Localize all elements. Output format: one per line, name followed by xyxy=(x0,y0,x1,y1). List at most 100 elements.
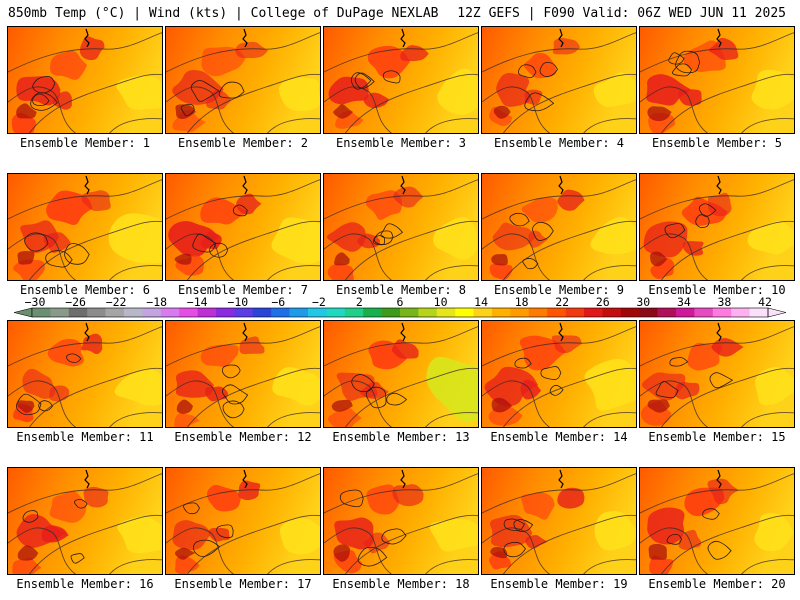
contour-line xyxy=(324,326,478,367)
contour-loop xyxy=(221,384,249,405)
coastline xyxy=(242,28,248,48)
ensemble-member-map xyxy=(165,173,321,281)
coastline xyxy=(558,469,564,489)
contour-line xyxy=(661,73,794,133)
contour-line xyxy=(324,233,393,280)
contour-loop xyxy=(22,510,39,523)
contour-line xyxy=(187,514,320,574)
very-hot-core xyxy=(647,399,670,413)
contour-loop xyxy=(38,400,53,412)
contour-loop xyxy=(183,502,200,515)
contour-line xyxy=(109,412,162,427)
contour-loop xyxy=(503,518,526,532)
hot-area xyxy=(365,190,403,220)
contour-loop xyxy=(350,72,372,90)
ensemble-member-map xyxy=(165,320,321,428)
contour-loop xyxy=(373,230,394,245)
ensemble-member-map xyxy=(165,26,321,134)
temperature-field xyxy=(166,27,320,133)
colorbar-border xyxy=(31,307,769,318)
contour-line xyxy=(425,559,478,574)
colorbar-segment xyxy=(712,308,732,317)
colorbar-segment xyxy=(344,308,364,317)
contour-line xyxy=(187,220,320,280)
hot-area xyxy=(523,52,557,79)
colorbar-segment xyxy=(602,308,622,317)
contour-loop xyxy=(24,232,49,252)
temperature-field xyxy=(482,321,636,427)
cool-area xyxy=(751,69,794,110)
ensemble-member-map xyxy=(639,467,795,575)
contour-line xyxy=(583,118,636,133)
ensemble-member-label: Ensemble Member: 11 xyxy=(16,430,154,444)
contour-loop xyxy=(669,357,689,367)
contour-line xyxy=(109,118,162,133)
ensemble-member-label: Ensemble Member: 10 xyxy=(648,283,786,297)
hot-area xyxy=(528,230,549,248)
contour-line xyxy=(324,527,393,574)
hot-area xyxy=(46,190,93,225)
contour-loop xyxy=(702,508,720,520)
colorbar-tick-label: 2 xyxy=(355,295,363,309)
contour-loop xyxy=(192,233,217,253)
temperature-field xyxy=(640,321,794,427)
contour-loop xyxy=(675,50,701,74)
contour-loop xyxy=(32,76,56,94)
temperature-field xyxy=(640,27,794,133)
contour-line xyxy=(482,527,551,574)
ensemble-member-map xyxy=(7,173,163,281)
contour-line xyxy=(8,380,77,427)
colorbar-segment xyxy=(32,308,51,317)
temperature-field xyxy=(166,468,320,574)
contour-loop xyxy=(180,103,195,117)
colorbar-segment xyxy=(234,308,254,317)
hot-area xyxy=(675,381,700,400)
ensemble-member-label: Ensemble Member: 18 xyxy=(332,577,470,591)
hot-area xyxy=(12,557,42,574)
hot-area xyxy=(557,189,585,211)
contour-loop xyxy=(707,540,732,560)
contour-loop xyxy=(695,214,710,228)
temperature-field xyxy=(324,321,478,427)
very-hot-core xyxy=(647,106,672,122)
hot-area xyxy=(557,487,585,509)
ensemble-member-label: Ensemble Member: 7 xyxy=(177,283,309,297)
contour-line xyxy=(741,559,794,574)
coastline xyxy=(242,322,248,342)
contour-line xyxy=(324,179,478,220)
contour-line xyxy=(482,86,551,133)
temperature-field xyxy=(482,468,636,574)
contour-loop xyxy=(549,384,564,396)
cool-area xyxy=(279,518,320,555)
temperature-field xyxy=(324,468,478,574)
temperature-field xyxy=(8,321,162,427)
contour-line xyxy=(324,86,393,133)
colorbar-tick-label: 18 xyxy=(514,295,529,309)
contour-loop xyxy=(218,81,245,99)
contour-loop xyxy=(509,212,530,227)
colorbar-segment xyxy=(528,308,548,317)
hot-area xyxy=(328,76,369,105)
colorbar-segment xyxy=(510,308,530,317)
coastline xyxy=(242,175,248,195)
ensemble-member-map xyxy=(481,173,637,281)
colorbar-tick-label: 22 xyxy=(555,295,570,309)
hot-area xyxy=(484,366,539,407)
colorbar-segment xyxy=(436,308,456,317)
very-hot-core xyxy=(175,104,196,119)
hot-area xyxy=(200,197,249,225)
contour-line xyxy=(661,367,794,427)
colorbar-segment xyxy=(216,308,235,317)
contour-line xyxy=(166,233,235,280)
contour-line xyxy=(640,233,709,280)
contour-line xyxy=(166,473,320,514)
contour-line xyxy=(345,514,478,574)
contour-loop xyxy=(70,553,85,564)
contour-line xyxy=(267,412,320,427)
hot-area xyxy=(393,186,424,208)
ensemble-member-label: Ensemble Member: 13 xyxy=(332,430,470,444)
hot-area xyxy=(359,381,389,400)
hot-area xyxy=(368,340,408,370)
contour-line xyxy=(166,179,320,220)
temperature-field xyxy=(8,468,162,574)
